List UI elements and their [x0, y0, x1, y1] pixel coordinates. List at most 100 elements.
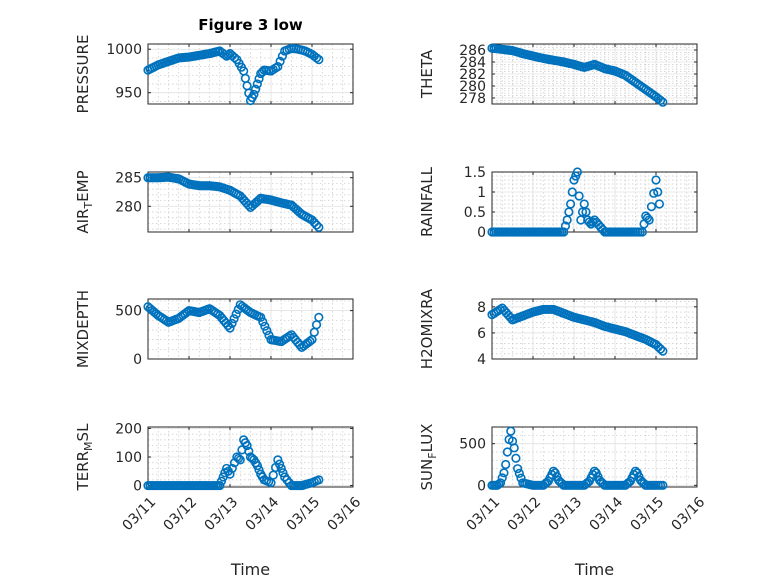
data-point [260, 321, 270, 331]
data-point [235, 455, 245, 465]
data-point [655, 344, 666, 354]
data-point [311, 53, 322, 63]
data-point [655, 95, 666, 105]
data-point [257, 67, 268, 77]
y-tick-label: 0 [133, 352, 142, 368]
y-tick-label: 500 [459, 437, 486, 453]
x-axis-label: Time [574, 560, 614, 579]
data-point [658, 97, 668, 107]
data-point [509, 443, 519, 453]
x-tick-label: 03/12 [160, 494, 200, 534]
data-point [314, 312, 324, 322]
data-point [658, 480, 668, 490]
data-point [215, 480, 225, 491]
data-point [240, 73, 250, 83]
data-point [651, 175, 661, 185]
subplot-3: 280 285 AIRTEMP [74, 170, 354, 234]
y-tick-label: 100 [115, 450, 142, 466]
data-point [644, 215, 654, 225]
x-tick-label: 03/16 [668, 494, 708, 534]
data-point [497, 473, 507, 483]
data-point [513, 464, 523, 474]
series-markers [143, 43, 324, 106]
data-point [311, 320, 322, 330]
x-tick-label: 03/11 [119, 494, 159, 534]
y-tick-label: 284 [459, 55, 486, 71]
data-point [273, 62, 283, 72]
data-point [262, 326, 272, 336]
x-tick-label: 03/15 [283, 494, 323, 534]
data-point [572, 167, 583, 177]
y-axis-label: AIRTEMP [74, 170, 95, 233]
x-axis-label: Time [230, 560, 270, 579]
axes-box [147, 171, 354, 233]
data-point [642, 213, 653, 223]
y-tick-label: 0 [133, 479, 142, 495]
y-axis-label: H2OMIXRA [418, 288, 436, 369]
series-markers [143, 172, 324, 233]
data-point [295, 340, 305, 350]
y-axis-label: MIXDEPTH [74, 290, 92, 368]
subplot-8: 0 500 03/11 03/12 03/13 03/14 03/15 03/16 Time SU… [418, 424, 708, 579]
series-markers [487, 167, 665, 237]
subplot-1: 950 1000 PRESSURE Figure 3 low [74, 16, 354, 113]
y-tick-label: 6 [477, 326, 486, 342]
y-tick-label: 200 [115, 421, 142, 437]
data-point [252, 460, 262, 471]
x-tick-label: 03/13 [545, 494, 585, 534]
data-point [254, 74, 264, 84]
data-point [314, 475, 324, 485]
y-axis-label: RAINFALL [418, 166, 436, 237]
subplot-7: 0 100 200 03/11 03/12 03/13 03/14 03/15 03/16 Tim… [74, 421, 364, 579]
data-point [511, 453, 521, 463]
data-point [495, 478, 506, 488]
y-tick-label: 1000 [106, 42, 142, 58]
axes-box [491, 171, 698, 233]
data-point [278, 468, 288, 478]
data-point [225, 323, 235, 333]
y-axis-label: SUNFLUX [418, 424, 439, 491]
data-point [227, 318, 237, 328]
y-tick-label: 8 [477, 300, 486, 316]
data-point [658, 346, 668, 356]
series-markers [143, 300, 324, 352]
series-markers [143, 435, 324, 491]
x-tick-label: 03/11 [463, 494, 503, 534]
data-point [258, 317, 268, 327]
data-point [574, 191, 584, 201]
y-tick-label: 950 [115, 86, 142, 102]
y-tick-label: 278 [459, 91, 486, 107]
data-point [653, 187, 663, 197]
series-markers [487, 303, 668, 356]
x-tick-label: 03/15 [627, 494, 667, 534]
data-point [227, 463, 237, 474]
y-tick-label: 1 [477, 185, 486, 201]
x-tick-label: 03/14 [242, 494, 282, 534]
subplot-5: 0 500 MIXDEPTH [74, 290, 354, 368]
data-point [273, 455, 283, 465]
data-point [216, 476, 227, 486]
x-tick-label: 03/13 [201, 494, 241, 534]
series-markers [487, 43, 668, 107]
subplot-6: 4 6 8 H2OMIXRA [418, 288, 698, 369]
data-point [314, 222, 324, 233]
subplot-4: 0 0.5 1 1.5 RAINFALL [418, 165, 698, 241]
data-point [233, 453, 244, 464]
data-point [254, 465, 264, 475]
data-point [229, 53, 240, 63]
y-tick-label: 4 [477, 352, 486, 368]
data-point [499, 468, 509, 478]
data-point [311, 220, 322, 230]
y-tick-label: 1.5 [464, 165, 486, 181]
chart-title: Figure 3 low [198, 16, 303, 34]
x-tick-label: 03/16 [324, 494, 364, 534]
data-point [243, 200, 254, 210]
axes-box [491, 426, 698, 488]
y-axis-label: TERRMSL [74, 423, 95, 492]
y-tick-label: 0.5 [464, 205, 486, 221]
y-tick-label: 280 [115, 199, 142, 215]
data-point [514, 468, 524, 478]
data-point [229, 314, 239, 324]
y-tick-label: 500 [115, 304, 142, 320]
